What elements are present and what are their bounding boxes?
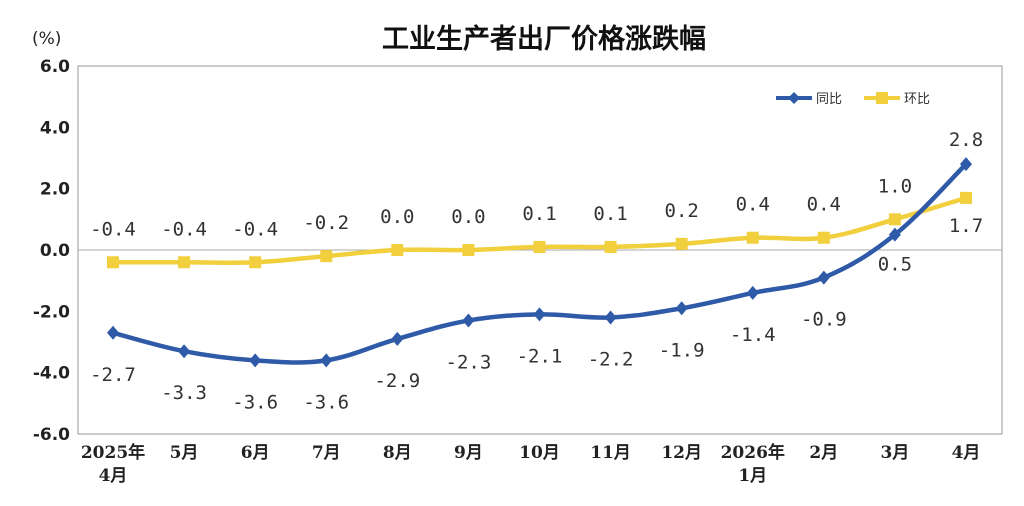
data-point-marker: [888, 227, 901, 242]
data-point-marker: [320, 250, 333, 263]
legend-label: 同比: [816, 92, 842, 107]
data-label: -0.9: [801, 309, 847, 331]
data-label: 0.5: [878, 254, 912, 276]
data-label: 1.7: [949, 215, 983, 237]
data-label: 0.2: [665, 200, 699, 222]
data-point-marker: [249, 256, 262, 269]
legend: 同比 环比: [776, 92, 930, 107]
data-point-marker: [462, 244, 475, 256]
data-label: 0.0: [380, 206, 414, 228]
x-tick-label: 4月: [99, 466, 128, 486]
x-tick-label: 4月: [952, 443, 981, 463]
legend-marker: [788, 92, 800, 104]
x-tick-label: 9月: [454, 443, 483, 463]
x-tick-label: 1月: [738, 466, 767, 486]
data-label: -3.6: [232, 391, 278, 413]
data-point-marker: [817, 270, 830, 285]
data-label: 2.8: [949, 129, 983, 151]
x-tick-label: 10月: [519, 443, 560, 463]
data-point-marker: [178, 256, 191, 269]
data-point-marker: [604, 240, 617, 253]
data-point-marker: [178, 344, 191, 359]
data-label: 0.1: [593, 203, 627, 225]
data-label: -3.3: [161, 382, 207, 404]
data-point-marker: [462, 313, 475, 328]
x-tick-label: 6月: [241, 443, 270, 463]
data-label: -2.1: [517, 345, 563, 367]
y-tick-label: 6.0: [40, 57, 70, 77]
data-point-marker: [391, 244, 404, 256]
data-point-marker: [888, 213, 901, 226]
data-label: -2.7: [90, 364, 136, 386]
data-point-marker: [320, 353, 333, 368]
x-tick-label: 5月: [170, 443, 199, 463]
data-label: 1.0: [878, 175, 912, 197]
chart-title: 工业生产者出厂价格涨跌幅: [382, 24, 706, 55]
data-point-marker: [746, 285, 759, 300]
x-axis-ticks: 2025年 4月 5月 6月 7月 8月 9月 10月 11月 12月 2026年 1月 2月 3月 4月: [81, 442, 981, 486]
y-tick-label: -2.0: [33, 302, 70, 322]
y-axis-unit-label: (%): [32, 29, 61, 49]
data-label: -0.4: [232, 218, 278, 240]
data-point-marker: [960, 157, 972, 172]
y-tick-label: 4.0: [40, 118, 70, 138]
x-tick-label: 12月: [661, 443, 702, 463]
data-label: 0.0: [451, 206, 485, 228]
x-tick-label: 3月: [880, 443, 909, 463]
y-axis-ticks: 6.0 4.0 2.0 0.0 -2.0 -4.0 -6.0: [33, 57, 70, 445]
series-layer: [107, 157, 972, 368]
data-point-marker: [249, 353, 262, 368]
y-tick-label: 2.0: [40, 180, 70, 200]
x-tick-label: 2月: [809, 443, 838, 463]
data-label: -2.3: [446, 352, 492, 374]
data-label: -0.4: [161, 218, 207, 240]
x-tick-label: 8月: [383, 443, 412, 463]
data-point-marker: [533, 307, 546, 322]
data-label: -2.2: [588, 348, 634, 370]
x-tick-label: 7月: [312, 443, 341, 463]
data-label: -0.2: [303, 212, 349, 234]
data-point-marker: [675, 301, 688, 316]
y-tick-label: 0.0: [40, 241, 70, 261]
data-label: -3.6: [303, 391, 349, 413]
data-point-marker: [746, 231, 759, 244]
data-point-marker: [107, 256, 119, 269]
data-point-marker: [960, 191, 972, 204]
x-tick-label: 11月: [590, 443, 631, 463]
data-label: 0.4: [807, 194, 841, 216]
data-point-marker: [817, 231, 830, 244]
data-label: -0.4: [90, 218, 136, 240]
data-label: -1.4: [730, 324, 776, 346]
data-label: -2.9: [374, 370, 420, 392]
x-tick-label: 2026年: [721, 442, 785, 463]
legend-marker: [876, 92, 888, 104]
data-point-marker: [391, 331, 404, 346]
data-label: -1.9: [659, 339, 705, 361]
data-labels-layer: -2.7 -3.3 -3.6 -3.6 -2.9 -2.3 -2.1 -2.2 -1.9 -1.4…: [90, 129, 983, 413]
data-label: 0.1: [522, 203, 556, 225]
y-tick-label: -4.0: [33, 364, 70, 384]
data-label: 0.4: [736, 194, 770, 216]
data-point-marker: [533, 240, 546, 253]
y-tick-label: -6.0: [33, 425, 70, 445]
legend-label: 环比: [904, 92, 930, 107]
data-point-marker: [675, 237, 688, 250]
x-tick-label: 2025年: [81, 442, 145, 463]
data-point-marker: [107, 325, 119, 340]
data-point-marker: [604, 310, 617, 325]
